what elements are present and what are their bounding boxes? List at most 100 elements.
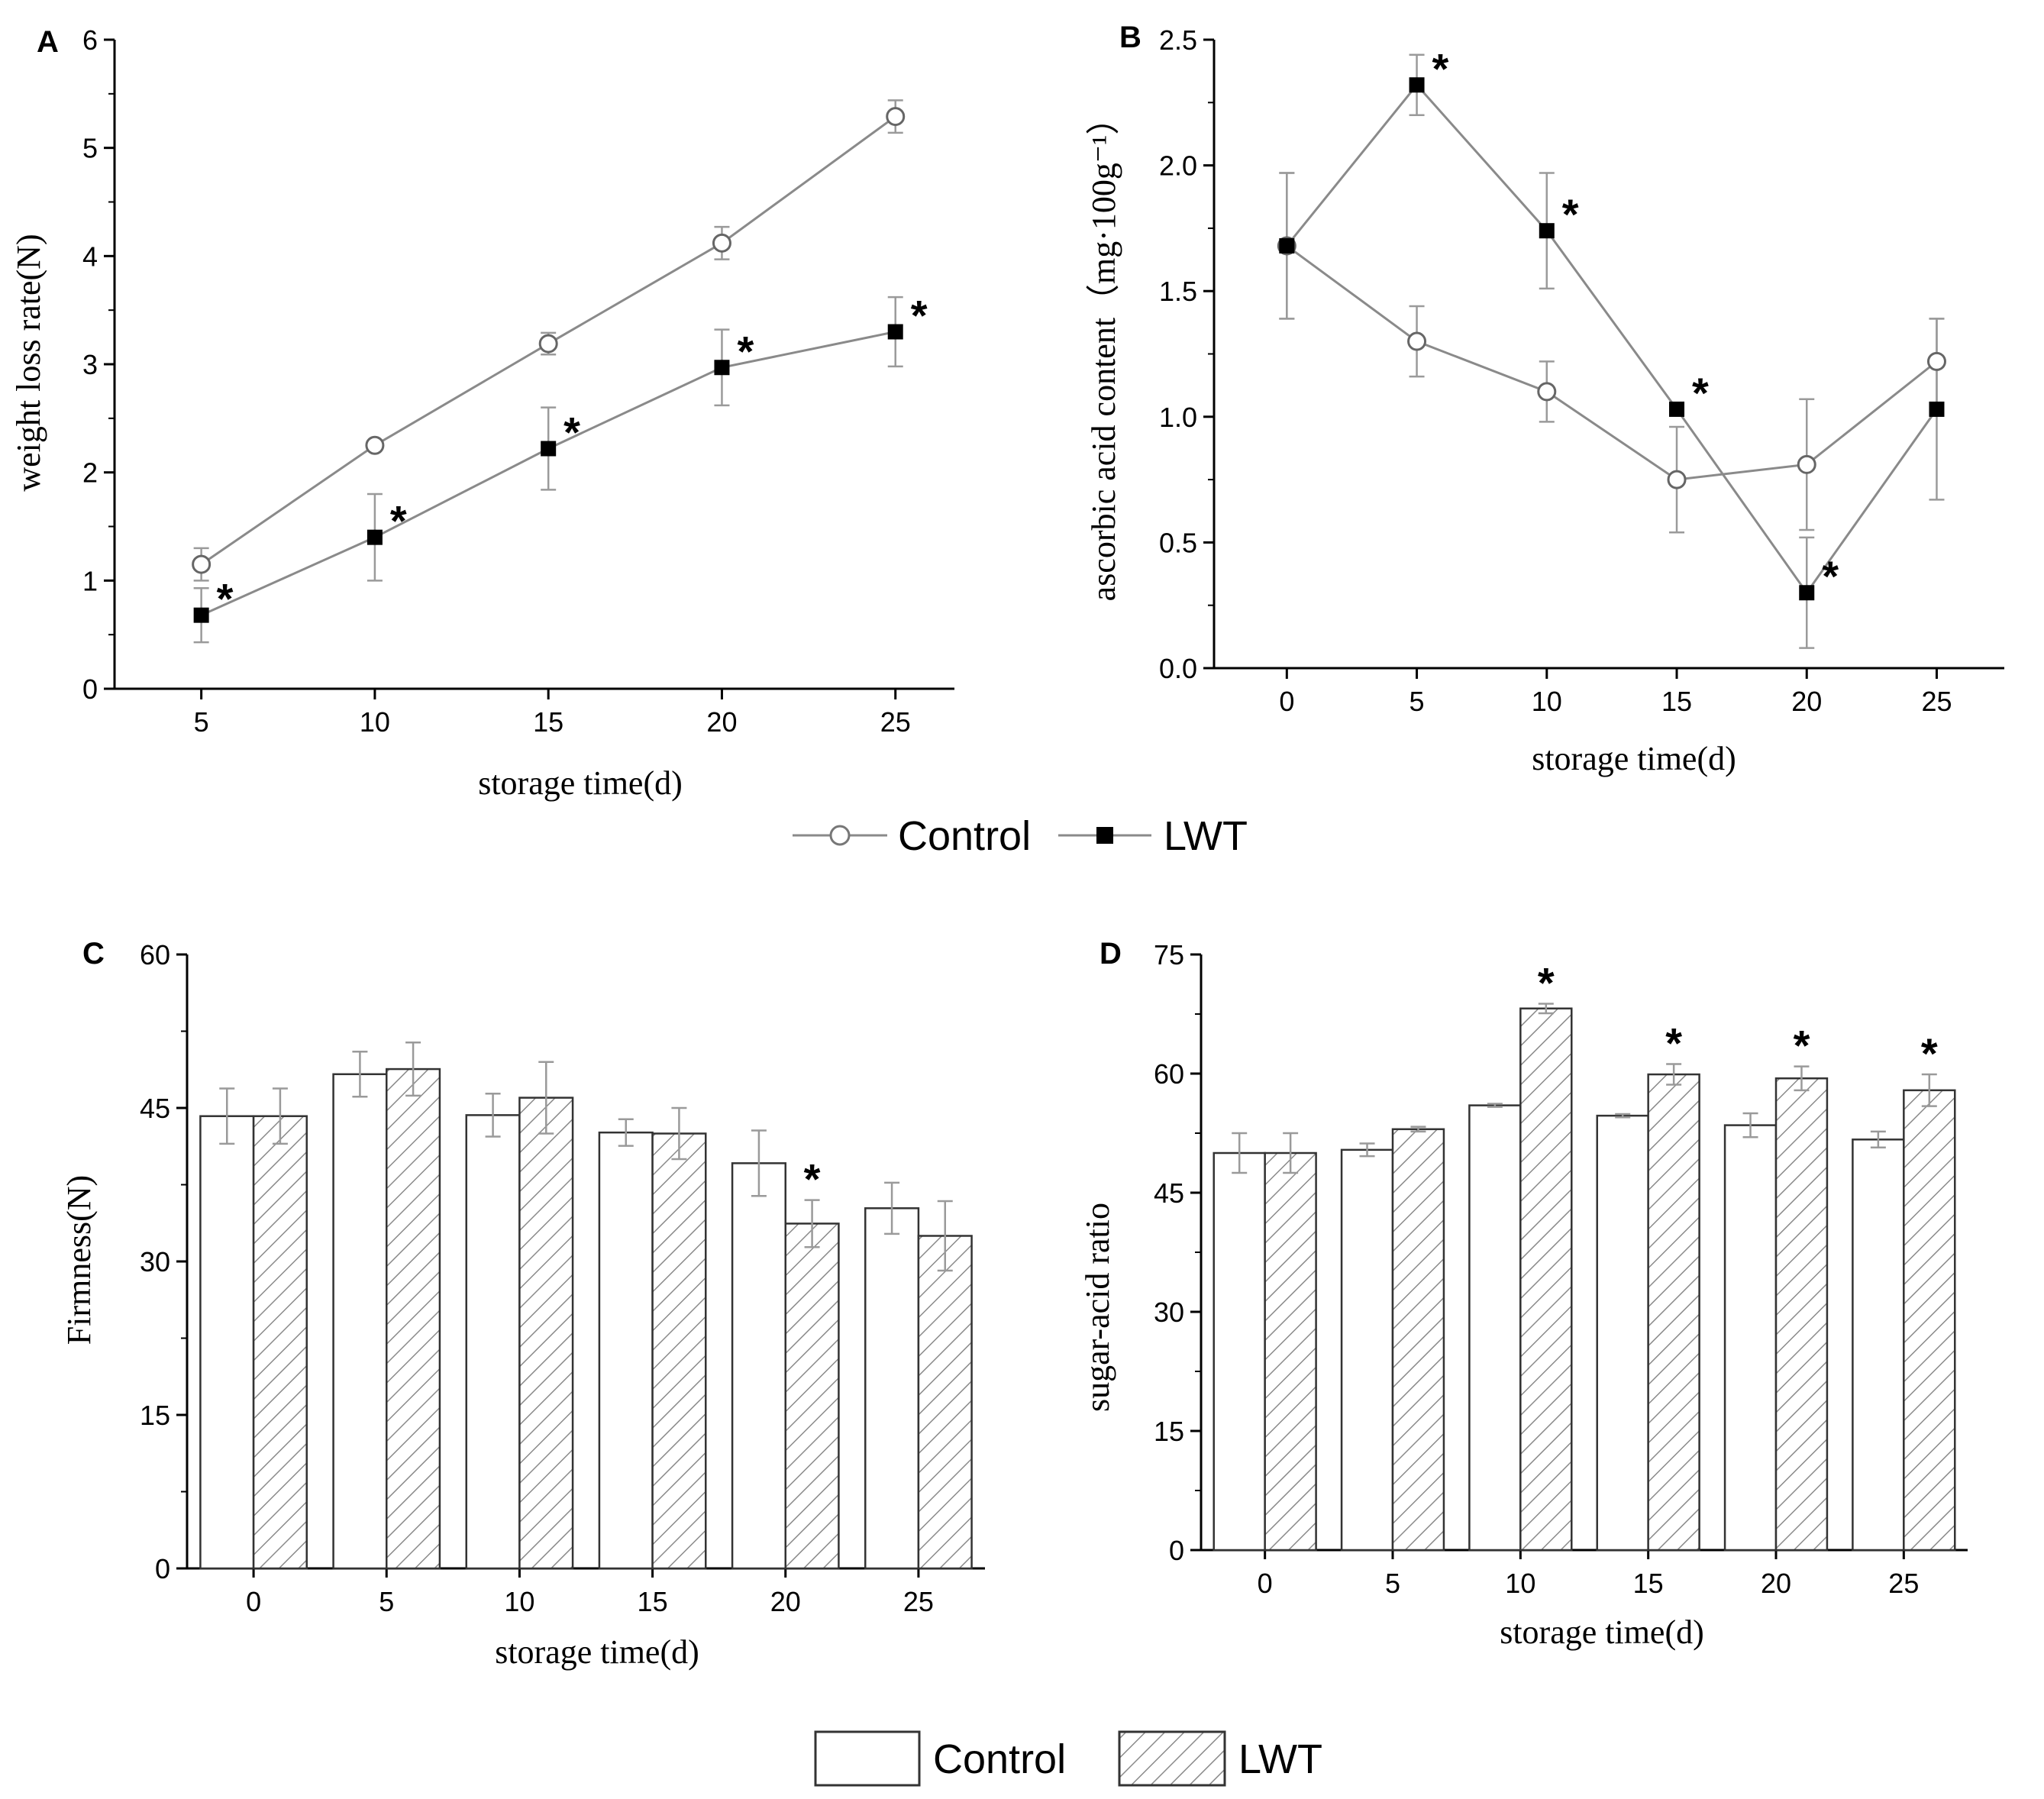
panel-a-significance-star: * [217, 575, 234, 623]
panel-a-y-tick-label: 4 [82, 241, 98, 272]
panel-d-lwt-bar [1264, 1151, 1317, 1552]
panel-d-lwt-bar [1391, 1128, 1445, 1552]
panel-b-y-axis-title: ascorbic acid content（mg·100g⁻¹） [1085, 102, 1122, 602]
panel-d-y-tick-label: 30 [1154, 1297, 1184, 1328]
panel-a-lwt-point [193, 607, 209, 623]
panel-b-significance-star: * [1562, 190, 1579, 238]
panel-a-lwt-point [887, 324, 903, 340]
panel-c-x-tick-label: 0 [246, 1586, 261, 1617]
panel-b-lwt-series-line [1286, 82, 1938, 595]
panel-a-x-tick-label: 25 [880, 706, 911, 738]
panel-d-control-bar [1596, 1114, 1649, 1552]
panel-d-y-tick-label: 15 [1154, 1416, 1184, 1447]
panel-d-control-bar [1468, 1104, 1522, 1552]
panel-d-lwt-bar [1903, 1089, 1956, 1552]
panel-b-line-chart: B storage time(d) ascorbic acid content（… [1085, 21, 2004, 777]
panel-d-x-tick-label: 0 [1258, 1568, 1273, 1599]
panel-c-significance-star: * [804, 1155, 821, 1203]
panel-c-x-tick-label: 15 [638, 1586, 668, 1617]
panel-d-x-tick-label: 15 [1633, 1568, 1664, 1599]
panel-a-control-point [886, 107, 906, 127]
panel-d-y-tick-label: 45 [1154, 1177, 1184, 1209]
panel-a-x-tick-label: 10 [360, 706, 390, 738]
legend-control-bar-swatch [814, 1730, 921, 1787]
panel-d-significance-star: * [1794, 1022, 1810, 1070]
panel-a-y-tick-label: 6 [82, 24, 98, 56]
panel-a-x-tick-label: 20 [706, 706, 737, 738]
panel-a-y-tick-label: 2 [82, 457, 98, 489]
panel-c-lwt-bar [386, 1067, 441, 1570]
panel-a-lwt-point [366, 529, 383, 545]
panel-d-x-tick-label: 5 [1385, 1568, 1400, 1599]
panel-b-y-tick-label: 0.0 [1159, 653, 1197, 684]
panel-d-y-tick-label: 0 [1169, 1535, 1184, 1566]
panel-c-lwt-bar [518, 1097, 574, 1570]
panel-a-significance-star: * [911, 292, 928, 340]
panel-d-control-bar [1213, 1151, 1266, 1552]
panel-d-x-tick-label: 20 [1761, 1568, 1791, 1599]
panel-a-x-tick-label: 5 [194, 706, 209, 738]
panel-d-bar-chart: D storage time(d) sugar-acid ratio 0 15 30… [1079, 937, 1968, 1651]
panel-a-control-point [712, 233, 731, 253]
panel-d-control-bar [1340, 1148, 1394, 1552]
panel-b-significance-star: * [1432, 44, 1449, 92]
panel-a-line-chart: A storage time(d) weight loss rate(N) 0 1… [10, 24, 954, 802]
panel-b-lwt-point [1279, 237, 1295, 254]
panel-b-control-point [1537, 382, 1557, 402]
panel-a-lwt-point [541, 441, 557, 457]
panel-d-x-tick-label: 25 [1888, 1568, 1919, 1599]
panel-c-control-bar [598, 1131, 654, 1570]
panel-d-significance-star: * [1665, 1019, 1682, 1067]
panel-c-y-tick-label: 45 [140, 1093, 170, 1124]
panel-d-x-axis-title: storage time(d) [1500, 1613, 1704, 1651]
legend-control-circle-marker [829, 825, 851, 846]
panel-a-lwt-point [714, 360, 730, 376]
panel-b-letter: B [1119, 21, 1141, 54]
panel-b-y-tick-label: 1.0 [1159, 402, 1197, 433]
panel-c-control-bar [199, 1115, 255, 1570]
panel-d-significance-star: * [1921, 1029, 1938, 1077]
panel-b-x-tick-label: 10 [1532, 686, 1562, 717]
panel-c-control-bar [465, 1114, 521, 1570]
panel-b-lwt-point [1539, 223, 1555, 239]
panel-b-lwt-point [1929, 401, 1945, 417]
panel-c-lwt-bar [252, 1115, 308, 1570]
panel-c-y-axis-title: Firmness(N) [60, 1175, 98, 1345]
panel-c-control-bar [864, 1207, 920, 1570]
panel-b-control-series-line [1286, 244, 1938, 481]
panel-a-y-axis-title: weight loss rate(N) [10, 234, 47, 491]
panel-d-significance-star: * [1538, 958, 1555, 1006]
panel-a-y-tick-label: 0 [82, 673, 98, 705]
panel-d-control-bar [1723, 1124, 1778, 1552]
panel-b-control-point [1407, 331, 1427, 351]
panel-a-letter: A [37, 25, 59, 59]
panel-b-control-point [1797, 454, 1816, 474]
panel-b-x-axis-title: storage time(d) [1532, 740, 1736, 777]
panel-b-x-tick-label: 5 [1409, 686, 1425, 717]
panel-a-significance-star: * [563, 409, 580, 457]
panel-c-bar-chart: C storage time(d) Firmness(N) 0 15 30 45 60 0… [60, 937, 985, 1671]
panel-b-x-tick-label: 20 [1791, 686, 1822, 717]
panel-b-control-point [1667, 470, 1687, 489]
panel-a-control-point [365, 435, 385, 455]
line-legend: Control LWT [793, 813, 1248, 859]
panel-c-lwt-bar [917, 1235, 973, 1570]
panel-c-y-tick-label: 15 [140, 1400, 170, 1431]
panel-b-x-tick-label: 15 [1661, 686, 1692, 717]
panel-d-y-axis-title: sugar-acid ratio [1079, 1203, 1116, 1412]
legend-control-label: Control [898, 813, 1031, 859]
panel-b-lwt-point [1409, 77, 1425, 93]
panel-c-y-tick-label: 60 [140, 939, 170, 971]
panel-c-x-axis-title: storage time(d) [495, 1633, 699, 1671]
panel-b-y-tick-label: 0.5 [1159, 527, 1197, 558]
panel-b-y-tick-label: 2.5 [1159, 24, 1197, 56]
panel-d-lwt-bar [1774, 1077, 1829, 1552]
panel-c-control-bar [332, 1073, 388, 1570]
panel-a-x-tick-label: 15 [533, 706, 563, 738]
panel-b-lwt-point [1669, 401, 1685, 417]
panel-b-x-tick-label: 0 [1279, 686, 1294, 717]
panel-d-y-tick-label: 60 [1154, 1058, 1184, 1090]
panel-c-lwt-bar [651, 1132, 707, 1570]
panel-c-lwt-bar [784, 1222, 840, 1570]
panel-a-significance-star: * [737, 327, 754, 375]
